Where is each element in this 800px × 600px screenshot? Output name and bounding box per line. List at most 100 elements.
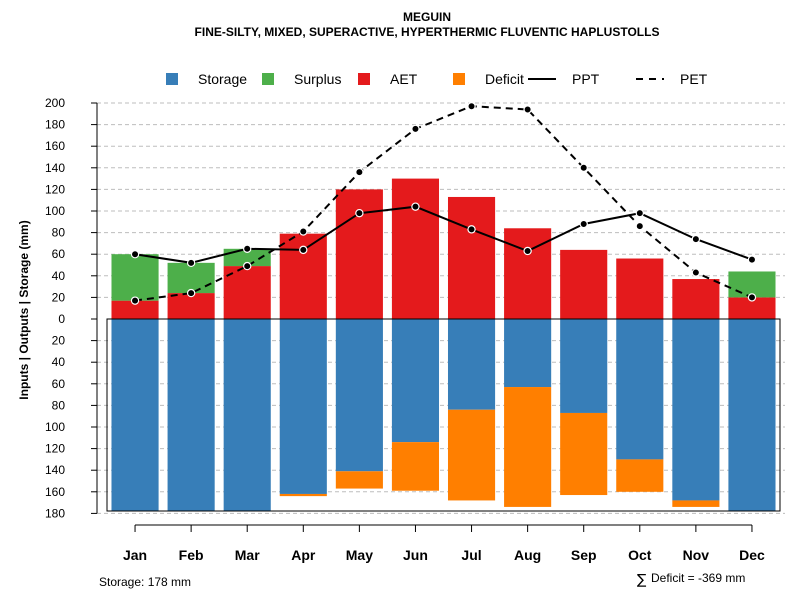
ppt-point xyxy=(299,245,308,255)
storage-bar xyxy=(560,319,608,413)
deficit-bar xyxy=(504,387,552,507)
y-tick-label: 0 xyxy=(58,312,65,326)
aet-bar xyxy=(167,293,215,319)
y-tick-label: 140 xyxy=(45,161,65,175)
deficit-bar xyxy=(335,471,383,489)
storage-bar xyxy=(111,319,159,512)
y-tick-label: 160 xyxy=(45,485,65,499)
y-tick-label: 80 xyxy=(52,398,66,412)
pet-point xyxy=(186,288,196,298)
pet-point xyxy=(747,293,757,302)
legend: Storage Surplus AET Deficit PPT PET xyxy=(166,71,708,87)
pet-point xyxy=(130,296,140,305)
pet-point xyxy=(523,105,532,114)
aet-bar xyxy=(672,279,720,319)
storage-bar xyxy=(616,319,664,460)
ppt-point xyxy=(355,208,364,218)
aet-bar xyxy=(447,196,496,319)
aet-bar xyxy=(335,189,383,319)
aet-bar xyxy=(111,300,159,319)
x-tick-label: May xyxy=(346,547,373,563)
aet-bar xyxy=(391,178,440,319)
y-tick-label: 20 xyxy=(52,334,66,348)
x-tick-label: Mar xyxy=(235,547,260,563)
storage-bar xyxy=(223,319,271,512)
legend-label: PET xyxy=(680,71,708,87)
legend-swatch xyxy=(262,73,274,85)
ppt-point xyxy=(186,258,196,268)
ppt-point xyxy=(243,244,252,253)
x-tick-label: Nov xyxy=(683,547,710,563)
y-tick-label: 200 xyxy=(45,96,65,110)
aet-bar xyxy=(560,249,608,319)
y-tick-label: 100 xyxy=(45,420,65,434)
chart-title: MEGUIN xyxy=(403,10,451,24)
legend-label: Storage xyxy=(198,71,247,87)
y-tick-label: 100 xyxy=(45,204,65,218)
ppt-point xyxy=(579,219,588,229)
y-tick-label: 120 xyxy=(45,182,65,196)
ppt-line xyxy=(134,205,753,264)
x-tick-label: Jan xyxy=(123,547,147,563)
deficit-bar xyxy=(560,412,608,496)
pet-point xyxy=(243,261,252,271)
legend-swatch xyxy=(358,73,370,85)
y-tick-label: 160 xyxy=(45,139,65,153)
y-tick-label: 180 xyxy=(45,506,65,520)
x-tick-label: Sep xyxy=(571,547,597,563)
aet-bar xyxy=(616,258,664,319)
y-tick-label: 80 xyxy=(52,226,66,240)
storage-bar xyxy=(391,319,440,443)
deficit-bar xyxy=(279,493,327,497)
y-tick-label: 40 xyxy=(52,355,66,369)
bars-group xyxy=(111,178,776,512)
y-tick-label: 40 xyxy=(52,269,66,283)
surplus-bar xyxy=(167,262,215,294)
storage-note: Storage: 178 mm xyxy=(99,575,191,589)
surplus-bar xyxy=(728,271,776,298)
x-tick-label: Aug xyxy=(514,547,541,563)
x-tick-label: Jul xyxy=(461,547,481,563)
y-tick-label: 180 xyxy=(45,118,65,132)
storage-bar xyxy=(447,319,496,410)
y-tick-label: 20 xyxy=(52,290,66,304)
pet-point xyxy=(691,268,701,277)
lines-group xyxy=(130,102,757,305)
y-tick-label: 140 xyxy=(45,463,65,477)
ppt-point xyxy=(467,225,476,234)
y-tick-label: 60 xyxy=(52,247,66,261)
legend-label: Surplus xyxy=(294,71,341,87)
y-tick-label: 120 xyxy=(45,442,65,456)
x-tick-label: Apr xyxy=(291,547,316,563)
legend-label: PPT xyxy=(572,71,600,87)
deficit-bar xyxy=(447,409,496,501)
deficit-bar xyxy=(672,500,720,507)
x-tick-label: Dec xyxy=(739,547,765,563)
pet-point xyxy=(467,102,476,111)
y-tick-label: 60 xyxy=(52,377,66,391)
storage-bar xyxy=(728,319,776,512)
storage-bar xyxy=(279,319,327,494)
storage-bar xyxy=(672,319,720,501)
storage-bar xyxy=(335,319,383,472)
storage-bar xyxy=(167,319,215,512)
legend-swatch xyxy=(453,73,465,85)
pet-point xyxy=(579,163,588,172)
legend-swatch xyxy=(166,73,178,85)
legend-label: AET xyxy=(390,71,418,87)
deficit-bar xyxy=(391,442,440,491)
aet-bar xyxy=(223,266,271,319)
surplus-bar xyxy=(111,254,159,301)
aet-bar xyxy=(504,228,552,319)
aet-bar xyxy=(728,297,776,319)
x-tick-label: Jun xyxy=(403,547,428,563)
surplus-bar xyxy=(223,248,271,267)
y-axis-label: Inputs | Outputs | Storage (mm) xyxy=(17,220,31,399)
x-tick-label: Feb xyxy=(179,547,204,563)
axes-group: 2001801601401201008060402002040608010012… xyxy=(45,96,781,563)
ppt-point xyxy=(635,208,644,218)
legend-label: Deficit xyxy=(485,71,524,87)
sum-symbol: ∑ xyxy=(637,572,647,588)
chart-subtitle: FINE-SILTY, MIXED, SUPERACTIVE, HYPERTHE… xyxy=(195,25,660,39)
